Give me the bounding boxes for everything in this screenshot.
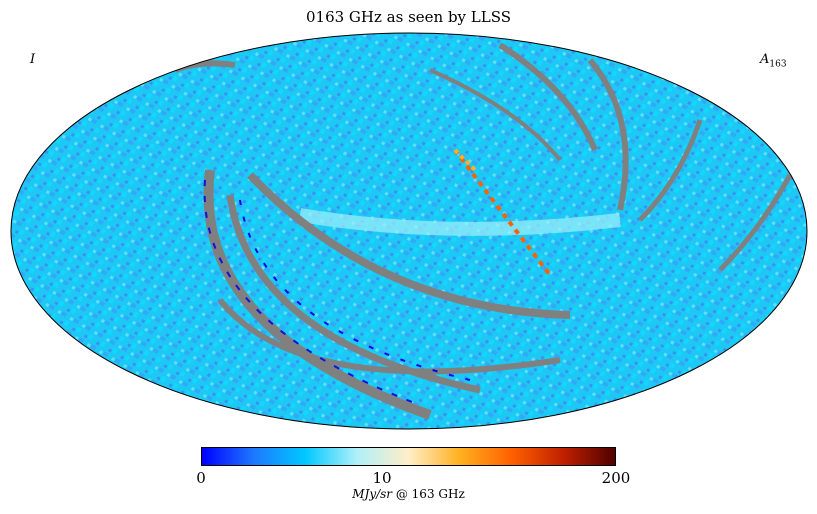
map-title: 0163 GHz as seen by LLSS [305, 8, 512, 26]
colorbar-unit-italic: MJy/sr [352, 487, 393, 501]
masked-arc-2 [226, 194, 481, 394]
masked-arc-6 [429, 68, 562, 162]
masked-arc-1 [203, 169, 432, 420]
colorbar-unit-rest: @ 163 GHz [392, 487, 465, 501]
map-boundary [10, 32, 808, 430]
galactic-plane-band [298, 208, 621, 236]
colorbar-unit-label: MJy/sr @ 163 GHz [0, 487, 817, 501]
masked-arc-9 [718, 173, 793, 272]
masked-arc-3 [247, 172, 571, 319]
amplitude-symbol: A [760, 52, 770, 67]
masked-arc-7 [587, 58, 629, 211]
stokes-parameter-label: I [30, 52, 36, 67]
amplitude-subscript: 163 [769, 59, 787, 70]
masked-arc-8 [638, 119, 703, 222]
low-emission-streak-1 [203, 179, 421, 406]
masked-arc-5 [498, 42, 598, 152]
amplitude-label: A163 [760, 52, 787, 70]
colorbar-max-label: 200 [601, 469, 631, 487]
colorbar [201, 447, 616, 466]
low-emission-streak-2 [239, 199, 471, 381]
colorbar-mid-label: 10 [372, 469, 392, 487]
masked-arc-4 [217, 298, 561, 375]
colorbar-min-label: 0 [196, 469, 206, 487]
